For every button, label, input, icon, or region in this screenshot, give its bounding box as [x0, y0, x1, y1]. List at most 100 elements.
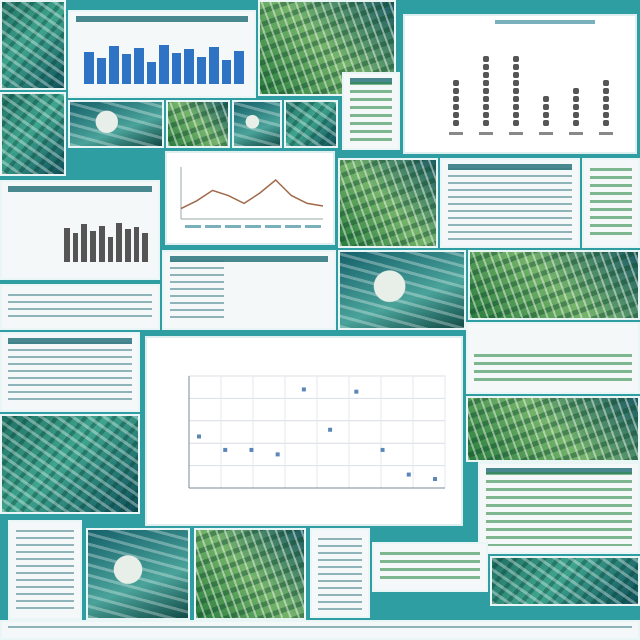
- bar: [234, 50, 244, 84]
- data-point: [573, 112, 579, 118]
- document-thumbnail: [466, 322, 640, 394]
- document-thumbnail: [8, 520, 82, 620]
- data-point: [453, 104, 459, 110]
- data-point: [573, 120, 579, 126]
- data-point: [483, 72, 489, 78]
- dot-column-chart-card: [403, 14, 637, 154]
- tick-label: [539, 132, 553, 135]
- collage-photo: [232, 100, 282, 148]
- data-point: [513, 96, 519, 102]
- data-point: [433, 477, 437, 482]
- data-point: [513, 104, 519, 110]
- bar: [221, 60, 232, 84]
- bar-chart-bars: [64, 220, 149, 262]
- collage-photo: [284, 100, 338, 148]
- bar: [121, 54, 132, 84]
- collage-photo: [0, 92, 66, 176]
- data-point: [453, 120, 459, 126]
- data-point: [513, 56, 519, 62]
- scatter-chart-card: [145, 336, 463, 526]
- data-point: [483, 88, 489, 94]
- tick-label: [285, 225, 301, 228]
- document-thumbnail: [162, 250, 336, 330]
- data-point: [453, 112, 459, 118]
- collage-photo: [338, 250, 466, 330]
- tick-label: [245, 225, 261, 228]
- tick-label: [479, 132, 493, 135]
- document-thumbnail: [310, 528, 370, 618]
- bar: [171, 52, 182, 84]
- data-point: [197, 434, 201, 439]
- bar: [159, 45, 169, 84]
- chart-title: [495, 20, 595, 24]
- data-point: [513, 80, 519, 86]
- data-point: [380, 447, 385, 452]
- data-point: [483, 64, 489, 70]
- bar: [81, 224, 88, 262]
- bar-chart-thumbnail: [68, 10, 256, 98]
- collage-photo: [258, 0, 396, 96]
- collage-photo: [468, 250, 640, 320]
- data-point: [513, 112, 519, 118]
- bar: [64, 228, 70, 262]
- tick-label: [449, 132, 463, 135]
- collage-photo: [466, 396, 640, 462]
- tick-label: [599, 132, 613, 135]
- collage-photo: [166, 100, 230, 148]
- scatter-chart: [188, 375, 446, 489]
- data-point: [603, 104, 609, 110]
- collage-photo: [338, 158, 438, 248]
- data-point: [453, 80, 459, 86]
- document-thumbnail: [0, 332, 140, 412]
- data-point: [483, 104, 489, 110]
- data-point: [603, 96, 609, 102]
- tick-label: [509, 132, 523, 135]
- document-thumbnail: [0, 620, 640, 640]
- data-point: [543, 112, 549, 118]
- bar: [96, 58, 107, 84]
- bar: [134, 48, 144, 84]
- data-point: [543, 104, 549, 110]
- document-thumbnail: [0, 180, 160, 280]
- tick-label: [185, 225, 201, 228]
- tick-label: [265, 225, 281, 228]
- document-thumbnail: [478, 462, 640, 554]
- bar: [133, 226, 140, 262]
- dot-column-chart: [449, 20, 613, 135]
- data-point: [354, 389, 359, 394]
- data-point: [603, 80, 609, 86]
- data-point: [573, 88, 579, 94]
- collage-photo: [490, 556, 640, 606]
- bar: [146, 62, 157, 84]
- data-point: [573, 96, 579, 102]
- data-point: [453, 96, 459, 102]
- data-point: [603, 112, 609, 118]
- data-point: [603, 88, 609, 94]
- data-point: [513, 64, 519, 70]
- data-point: [483, 112, 489, 118]
- tick-label: [569, 132, 583, 135]
- data-point: [513, 88, 519, 94]
- bar: [209, 46, 219, 84]
- data-point: [513, 120, 519, 126]
- data-point: [603, 120, 609, 126]
- data-point: [249, 447, 254, 452]
- bar: [98, 225, 105, 262]
- data-point: [573, 104, 579, 110]
- bar: [116, 223, 122, 262]
- bar: [142, 232, 149, 262]
- bar-chart-bars: [84, 30, 244, 84]
- bar: [109, 46, 119, 84]
- data-point: [483, 96, 489, 102]
- bar: [196, 57, 207, 84]
- collage-photo: [0, 0, 66, 90]
- tick-label: [305, 225, 321, 228]
- collage-photo: [68, 100, 164, 148]
- document-thumbnail: [0, 284, 160, 330]
- data-point: [483, 56, 489, 62]
- data-point: [406, 472, 411, 477]
- bar: [184, 49, 194, 84]
- tick-label: [225, 225, 241, 228]
- document-thumbnail: [582, 158, 640, 248]
- series-line: [180, 178, 324, 210]
